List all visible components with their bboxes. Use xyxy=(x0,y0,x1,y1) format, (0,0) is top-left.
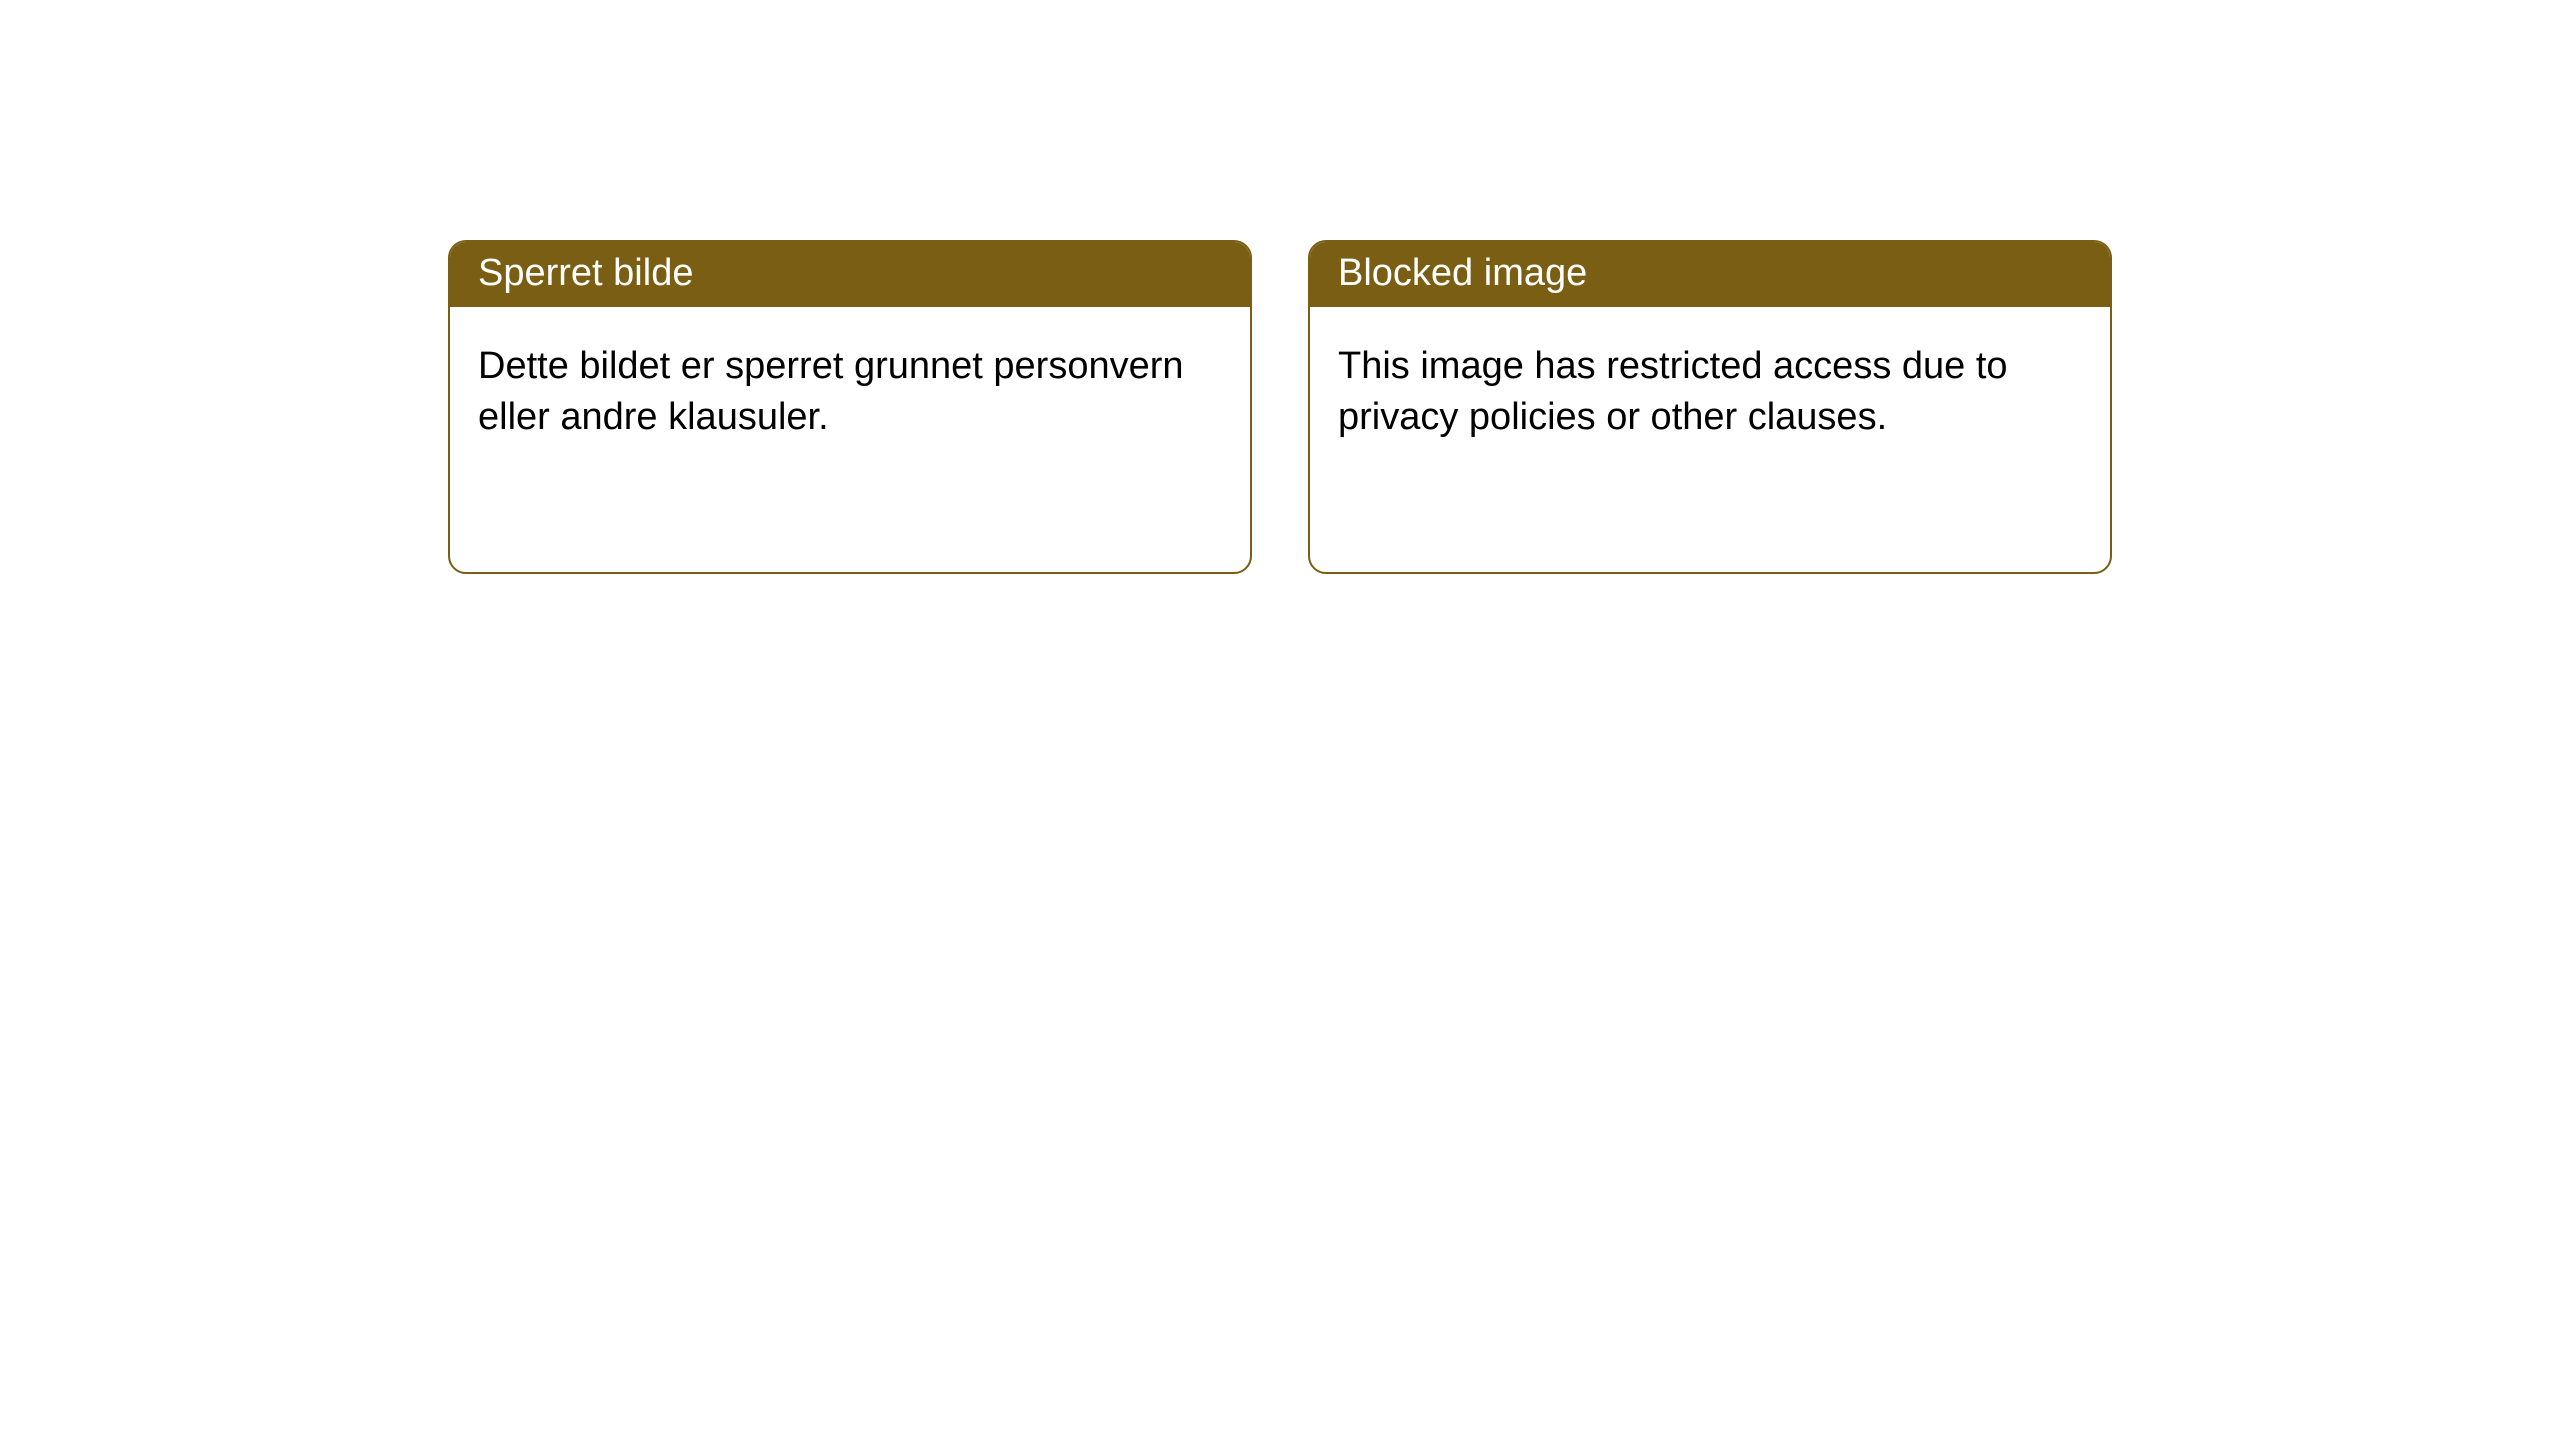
card-body-text: This image has restricted access due to … xyxy=(1310,307,2110,478)
card-body-text: Dette bildet er sperret grunnet personve… xyxy=(450,307,1250,478)
card-title: Blocked image xyxy=(1310,242,2110,307)
notice-card-norwegian: Sperret bilde Dette bildet er sperret gr… xyxy=(448,240,1252,574)
notice-card-english: Blocked image This image has restricted … xyxy=(1308,240,2112,574)
notice-cards-container: Sperret bilde Dette bildet er sperret gr… xyxy=(448,240,2112,1440)
card-title: Sperret bilde xyxy=(450,242,1250,307)
